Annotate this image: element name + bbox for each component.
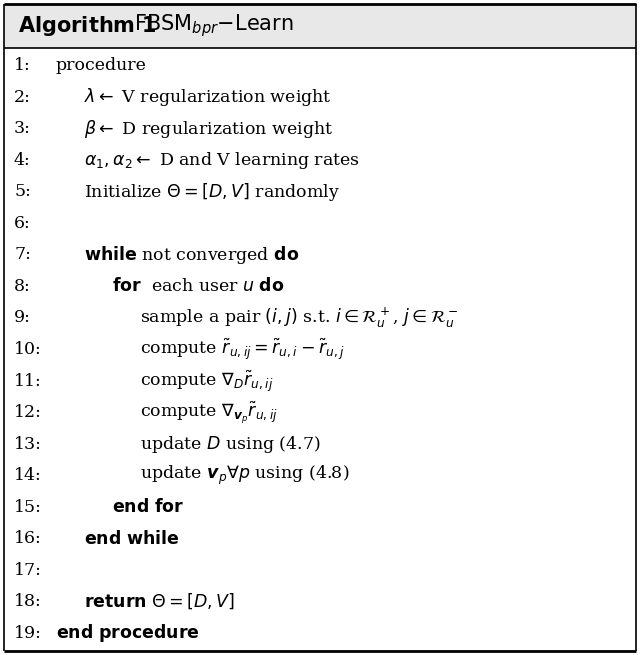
- Text: 2:: 2:: [14, 89, 31, 106]
- Text: $\mathbf{end\ while}$: $\mathbf{end\ while}$: [84, 530, 180, 548]
- Text: 16:: 16:: [14, 530, 42, 547]
- Text: 4:: 4:: [14, 152, 31, 169]
- Text: 9:: 9:: [14, 309, 31, 326]
- Text: $\mathbf{end\ for}$: $\mathbf{end\ for}$: [112, 498, 184, 516]
- Text: compute $\nabla_{\boldsymbol{v}_p} \tilde{r}_{u,ij}$: compute $\nabla_{\boldsymbol{v}_p} \tild…: [140, 400, 278, 426]
- Text: 14:: 14:: [14, 467, 42, 484]
- Text: 7:: 7:: [14, 246, 31, 263]
- Text: 3:: 3:: [14, 121, 31, 138]
- Text: $\mathbf{Algorithm\ 1}$: $\mathbf{Algorithm\ 1}$: [18, 14, 156, 38]
- Text: $\lambda \leftarrow$ V regularization weight: $\lambda \leftarrow$ V regularization we…: [84, 86, 332, 108]
- Text: 1:: 1:: [14, 57, 31, 74]
- Text: 12:: 12:: [14, 404, 42, 421]
- Text: 18:: 18:: [14, 593, 42, 610]
- Text: $\mathbf{return}$ $\Theta = [D, V]$: $\mathbf{return}$ $\Theta = [D, V]$: [84, 592, 235, 612]
- Text: update $\boldsymbol{v}_p\forall p$ using (4.8): update $\boldsymbol{v}_p\forall p$ using…: [140, 464, 349, 487]
- Text: procedure: procedure: [56, 57, 147, 74]
- Text: $\mathrm{FBSM}_{bpr}\mathrm{-Learn}$: $\mathrm{FBSM}_{bpr}\mathrm{-Learn}$: [134, 12, 294, 39]
- Text: 19:: 19:: [14, 625, 42, 642]
- Text: sample a pair $(i, j)$ s.t. $i \in \mathcal{R}_u^+$, $j \in \mathcal{R}_u^-$: sample a pair $(i, j)$ s.t. $i \in \math…: [140, 306, 458, 330]
- Bar: [4, 4, 636, 48]
- Text: 15:: 15:: [14, 498, 42, 515]
- Text: $\mathbf{while}$ not converged $\mathbf{do}$: $\mathbf{while}$ not converged $\mathbf{…: [84, 244, 300, 266]
- Text: $\mathbf{end\ procedure}$: $\mathbf{end\ procedure}$: [56, 622, 200, 645]
- Text: $\alpha_1, \alpha_2 \leftarrow$ D and V learning rates: $\alpha_1, \alpha_2 \leftarrow$ D and V …: [84, 150, 360, 171]
- Text: 13:: 13:: [14, 436, 42, 453]
- Text: 10:: 10:: [14, 341, 42, 358]
- Text: 8:: 8:: [14, 278, 31, 295]
- Text: Initialize $\Theta = [D, V]$ randomly: Initialize $\Theta = [D, V]$ randomly: [84, 181, 340, 203]
- Text: 5:: 5:: [14, 183, 31, 200]
- Text: 17:: 17:: [14, 562, 42, 578]
- Text: compute $\nabla_D \tilde{r}_{u,ij}$: compute $\nabla_D \tilde{r}_{u,ij}$: [140, 368, 273, 394]
- Text: update $D$ using (4.7): update $D$ using (4.7): [140, 434, 321, 455]
- Text: compute $\tilde{r}_{u,ij} = \tilde{r}_{u,i} - \tilde{r}_{u,j}$: compute $\tilde{r}_{u,ij} = \tilde{r}_{u…: [140, 337, 345, 362]
- Text: $\mathbf{for}$  each user $u$ $\mathbf{do}$: $\mathbf{for}$ each user $u$ $\mathbf{do…: [112, 278, 285, 295]
- Text: 6:: 6:: [14, 215, 31, 232]
- Text: $\beta \leftarrow$ D regularization weight: $\beta \leftarrow$ D regularization weig…: [84, 118, 333, 140]
- Text: 11:: 11:: [14, 373, 42, 390]
